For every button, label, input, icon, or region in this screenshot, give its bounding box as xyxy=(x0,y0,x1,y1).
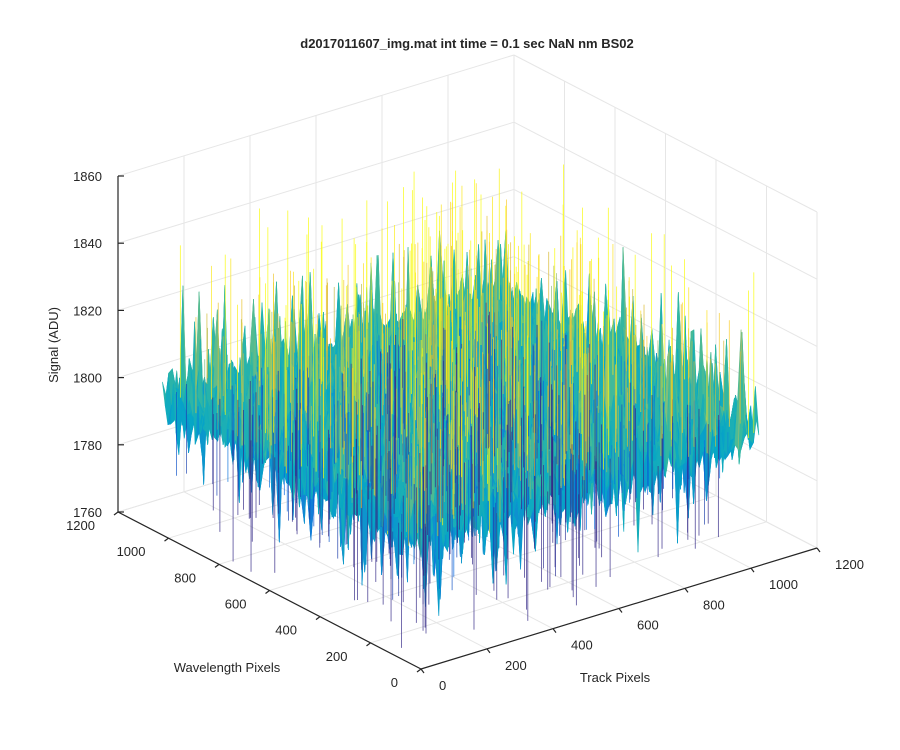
grid-line xyxy=(513,256,818,415)
grid-line xyxy=(513,121,818,280)
grid-line xyxy=(513,54,818,213)
grid-line xyxy=(117,188,515,311)
surface-mesh xyxy=(162,164,760,648)
grid-line xyxy=(117,121,515,244)
grid-line xyxy=(319,495,717,618)
grid-line xyxy=(513,188,818,347)
grid-line xyxy=(370,521,767,644)
grid-line xyxy=(117,54,515,177)
